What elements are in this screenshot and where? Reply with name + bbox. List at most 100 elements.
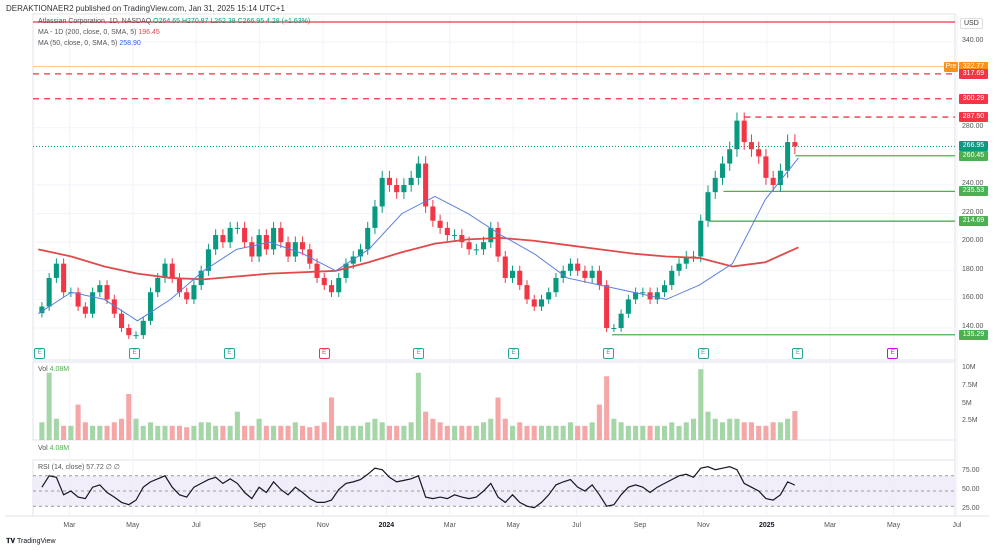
ma50-line bbox=[38, 157, 799, 322]
candle-body bbox=[126, 328, 132, 336]
volume-bar bbox=[169, 425, 175, 440]
volume-bar bbox=[741, 422, 747, 440]
candle-body bbox=[169, 263, 175, 278]
candle-body bbox=[531, 299, 537, 307]
premarket-badge: Pre bbox=[944, 61, 958, 72]
candle-body bbox=[741, 120, 747, 143]
volume-bar bbox=[242, 425, 248, 440]
currency-label[interactable]: USD bbox=[960, 18, 983, 29]
rsi-line bbox=[41, 466, 796, 509]
earnings-marker[interactable]: E bbox=[697, 348, 709, 359]
candle-body bbox=[321, 277, 327, 286]
candle-body bbox=[770, 177, 776, 185]
earnings-marker[interactable]: E bbox=[223, 348, 235, 359]
candle-body bbox=[567, 263, 573, 271]
volume-bar bbox=[625, 425, 631, 440]
candle-body bbox=[524, 285, 530, 300]
time-tick: Mar bbox=[63, 522, 76, 529]
ma200-legend[interactable]: MA - 1D (200, close, 0, SMA, 5) 196.45 bbox=[38, 29, 160, 36]
earnings-marker[interactable]: E bbox=[792, 348, 804, 359]
volume-bar bbox=[39, 422, 45, 440]
candle-body bbox=[546, 292, 552, 300]
symbol-name: Atlassian Corporation, 1D, NASDAQ bbox=[38, 18, 152, 25]
candle-body bbox=[328, 285, 335, 293]
candle-body bbox=[495, 227, 501, 257]
volume-bar bbox=[155, 425, 161, 440]
volume-bar bbox=[285, 425, 291, 440]
volume-bar bbox=[669, 422, 675, 440]
volume-bar bbox=[386, 425, 392, 440]
ma50-legend[interactable]: MA (50, close, 0, SMA, 5) 258.90 bbox=[38, 40, 141, 47]
candle-body bbox=[285, 242, 291, 257]
candle-body bbox=[249, 242, 255, 257]
earnings-marker[interactable]: E bbox=[508, 348, 520, 359]
candle-body bbox=[596, 270, 602, 286]
volume-bar bbox=[647, 425, 653, 440]
candle-body bbox=[408, 177, 414, 185]
volume-bar bbox=[75, 404, 81, 440]
ma50-value: 258.90 bbox=[119, 40, 141, 47]
candle-body bbox=[444, 227, 450, 236]
volume-bar bbox=[357, 425, 364, 440]
price-tick: 200.00 bbox=[962, 237, 984, 245]
volume-bar bbox=[271, 425, 277, 440]
rsi-legend[interactable]: RSI (14, close) 57.72 ∅ ∅ bbox=[38, 463, 120, 471]
candle-body bbox=[271, 227, 277, 250]
time-tick: Jul bbox=[191, 522, 201, 529]
volume-bar bbox=[336, 425, 342, 440]
earnings-marker[interactable]: E bbox=[413, 348, 425, 359]
volume-bar bbox=[763, 425, 769, 440]
candle-body bbox=[191, 285, 197, 300]
time-tick: Mar bbox=[824, 522, 837, 529]
candle-body bbox=[640, 292, 646, 294]
volume-bar bbox=[502, 418, 508, 440]
candle-body bbox=[662, 285, 668, 293]
candle-body bbox=[611, 328, 617, 329]
volume-bar bbox=[633, 425, 639, 440]
price-tick: 140.00 bbox=[962, 323, 984, 330]
volume-bar bbox=[263, 425, 269, 440]
volume-bar bbox=[748, 422, 754, 440]
volume-bar bbox=[517, 422, 523, 440]
candle-body bbox=[278, 227, 284, 243]
volume-bar bbox=[140, 425, 146, 440]
candle-body bbox=[473, 249, 479, 251]
volume-bar bbox=[734, 418, 740, 440]
earnings-marker[interactable]: E bbox=[34, 348, 46, 359]
volume-legend[interactable]: Vol 4.08M bbox=[38, 366, 69, 373]
symbol-legend[interactable]: Atlassian Corporation, 1D, NASDAQ O264.6… bbox=[38, 18, 310, 25]
earnings-marker[interactable]: E bbox=[129, 348, 141, 359]
candle-body bbox=[119, 313, 125, 328]
volume-bar bbox=[756, 425, 762, 440]
price-tag: 135.29 bbox=[959, 329, 988, 340]
volume2-legend[interactable]: Vol 4.08M bbox=[38, 445, 69, 452]
candle-body bbox=[705, 192, 711, 221]
earnings-marker[interactable]: E bbox=[887, 348, 899, 359]
volume-bar bbox=[61, 425, 67, 440]
candle-body bbox=[263, 235, 269, 250]
volume-bar bbox=[205, 422, 211, 440]
volume-bar bbox=[582, 425, 588, 440]
volume-bar bbox=[104, 425, 110, 440]
candle-body bbox=[227, 227, 233, 243]
price-tag: 300.29 bbox=[959, 93, 988, 104]
volume-bar bbox=[307, 427, 313, 440]
candle-body bbox=[213, 235, 219, 250]
volume-bar bbox=[343, 425, 349, 440]
volume-bar bbox=[553, 425, 559, 440]
volume-bar bbox=[430, 418, 436, 440]
volume-bar bbox=[719, 422, 726, 440]
volume-bar bbox=[191, 425, 197, 440]
rsi-extra: ∅ ∅ bbox=[105, 464, 120, 471]
time-tick: Jul bbox=[572, 522, 582, 529]
volume-bar bbox=[676, 425, 682, 440]
volume-bar bbox=[481, 422, 487, 440]
volume-bar bbox=[147, 422, 154, 440]
volume-bar bbox=[531, 425, 537, 440]
volume-bar bbox=[111, 422, 117, 440]
candle-body bbox=[155, 277, 161, 293]
volume-bar bbox=[575, 425, 581, 440]
earnings-marker[interactable]: E bbox=[602, 348, 614, 359]
earnings-marker[interactable]: E bbox=[318, 348, 330, 359]
